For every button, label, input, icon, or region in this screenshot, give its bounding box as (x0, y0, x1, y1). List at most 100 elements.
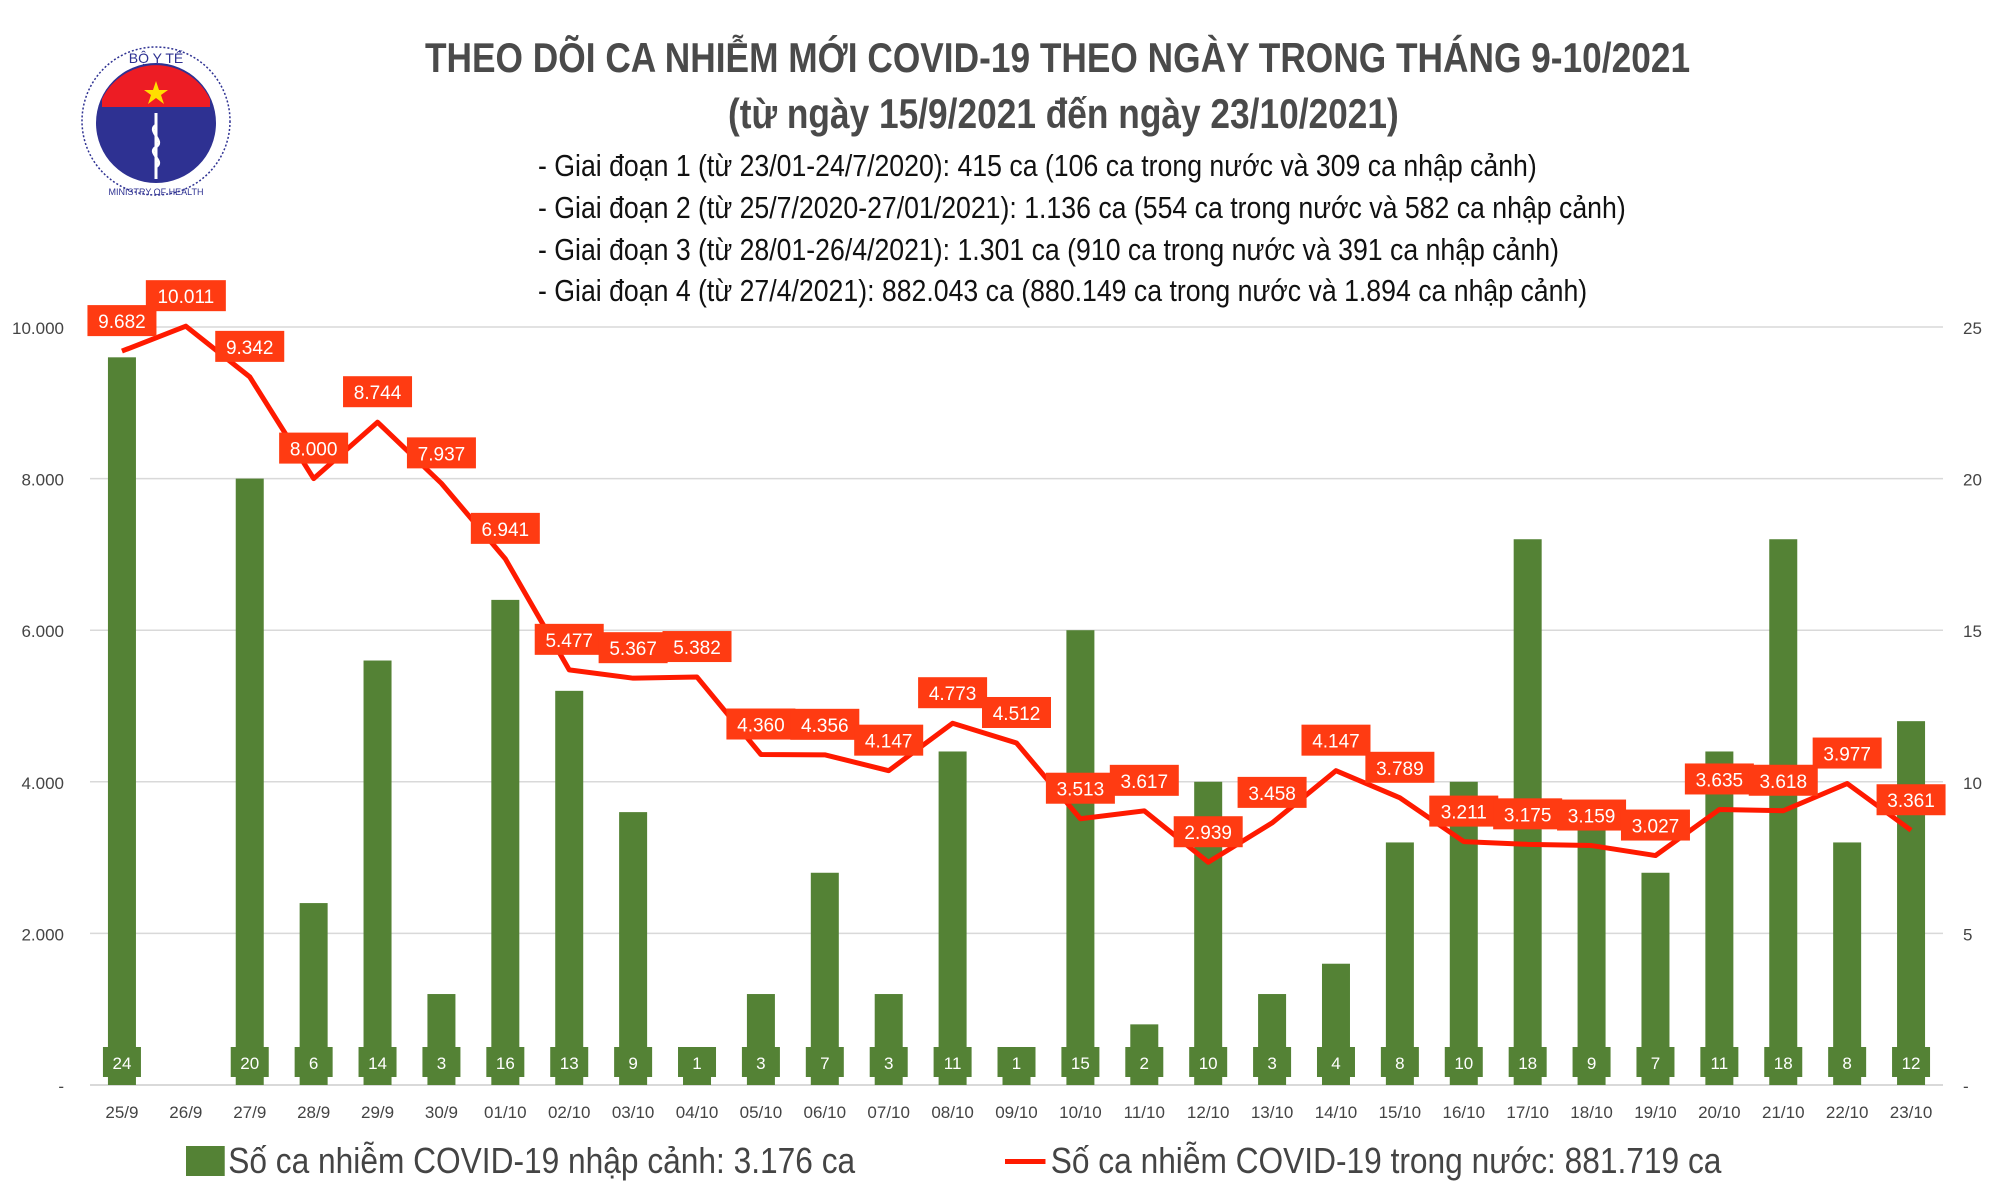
x-tick-label: 08/10 (931, 1103, 974, 1122)
line-data-label: 4.773 (929, 684, 977, 705)
bar-label-box (102, 1047, 141, 1077)
line-data-label: 3.175 (1504, 805, 1552, 826)
bar-label-box (550, 1047, 589, 1077)
phase-3-summary: - Giai đoạn 3 (từ 28/01-26/4/2021): 1.30… (538, 232, 1559, 267)
line-label-box (1812, 737, 1882, 769)
line-label-box (1365, 751, 1435, 783)
x-tick-label: 21/10 (1762, 1103, 1805, 1122)
bar-data-label: 7 (820, 1054, 829, 1073)
bar-data-label: 2 (1140, 1054, 1149, 1073)
bar-imported (1066, 630, 1095, 1085)
bar-label-box (1636, 1047, 1675, 1077)
line-data-label: 3.211 (1441, 803, 1487, 824)
line-label-box (1493, 798, 1563, 830)
x-tick-label: 11/10 (1124, 1103, 1165, 1122)
chart-subtitle: (từ ngày 15/9/2021 đến ngày 23/10/2021) (728, 90, 1399, 137)
x-tick-label: 13/10 (1251, 1103, 1294, 1122)
y-left-tick-label: 4.000 (21, 774, 64, 793)
x-tick-label: 10/10 (1059, 1103, 1102, 1122)
y-right-tick-label: - (1963, 1077, 1969, 1096)
bar-imported (555, 690, 584, 1085)
line-data-label: 3.458 (1248, 784, 1296, 805)
line-label-box (1237, 776, 1307, 808)
bar-label-box (741, 1047, 780, 1077)
y-left-tick-label: 2.000 (21, 925, 64, 944)
phase-4-summary: - Giai đoạn 4 (từ 27/4/2021): 882.043 ca… (538, 273, 1588, 308)
y-left-tick-label: 8.000 (21, 471, 64, 490)
legend-line-swatch (1005, 1158, 1046, 1164)
bar-label-box (294, 1047, 333, 1077)
bar-imported (1705, 751, 1734, 1085)
bar-label-box (614, 1047, 653, 1077)
bar-imported (1833, 842, 1862, 1085)
legend-item-domestic: Số ca nhiễm COVID-19 trong nước: 881.719… (1005, 1140, 1721, 1182)
line-label-box (343, 376, 413, 408)
x-tick-label: 19/10 (1634, 1103, 1677, 1122)
bar-data-label: 1 (1012, 1054, 1021, 1073)
line-data-label: 3.159 (1568, 807, 1616, 828)
bar-label-box (1380, 1047, 1419, 1077)
bar-label-box (1892, 1047, 1931, 1077)
bar-data-label: 24 (112, 1054, 131, 1073)
chart-title: THEO DÕI CA NHIỄM MỚI COVID-19 THEO NGÀY… (425, 34, 1691, 81)
bar-data-label: 13 (560, 1054, 579, 1073)
bar-data-label: 4 (1331, 1054, 1340, 1073)
line-data-label: 3.361 (1887, 791, 1935, 812)
x-tick-label: 15/10 (1379, 1103, 1422, 1122)
line-label-box (790, 708, 860, 740)
line-data-label: 3.027 (1632, 817, 1680, 838)
bar-imported (1449, 781, 1478, 1085)
line-data-label: 3.618 (1759, 772, 1807, 793)
legend-label-domestic: Số ca nhiễm COVID-19 trong nước: 881.719… (1050, 1140, 1722, 1181)
bar-label-box (1764, 1047, 1803, 1077)
bar-label-box (1125, 1047, 1164, 1077)
bar-data-label: 8 (1842, 1054, 1851, 1073)
bar-imported (1577, 812, 1606, 1085)
bar-label-box (869, 1047, 908, 1077)
y-right-tick-label: 25 (1963, 319, 1982, 338)
bar-label-box (486, 1047, 525, 1077)
x-tick-label: 22/10 (1826, 1103, 1869, 1122)
line-data-label: 3.789 (1376, 759, 1424, 780)
bar-imported (1897, 721, 1926, 1085)
line-data-label: 4.360 (737, 716, 785, 737)
legend-item-imported: Số ca nhiễm COVID-19 nhập cảnh: 3.176 ca (186, 1140, 855, 1182)
bar-data-label: 3 (756, 1054, 765, 1073)
line-data-label: 8.000 (290, 440, 338, 461)
y-left-tick-label: 6.000 (21, 622, 64, 641)
legend-bar-swatch (186, 1146, 225, 1176)
line-label-box (145, 280, 226, 312)
line-label-box (1876, 784, 1946, 816)
phase-1-summary: - Giai đoạn 1 (từ 23/01-24/7/2020): 415 … (538, 148, 1537, 183)
line-label-box (215, 330, 285, 362)
x-tick-label: 25/9 (105, 1103, 138, 1122)
bar-data-label: 16 (496, 1054, 515, 1073)
x-tick-label: 28/9 (297, 1103, 330, 1122)
ministry-of-health-logo: BỘ Y TẾ MINISTRY OF HEALTH (81, 46, 231, 197)
line-data-label: 4.147 (865, 732, 913, 753)
x-tick-label: 04/10 (676, 1103, 719, 1122)
bar-imported (363, 660, 392, 1085)
y-right-tick-label: 15 (1963, 622, 1982, 641)
bar-label-box (230, 1047, 269, 1077)
line-label-box (854, 724, 924, 756)
line-data-label: 7.937 (418, 444, 466, 465)
bar-label-box (1700, 1047, 1739, 1077)
line-label-box (1109, 764, 1179, 796)
y-left-tick-label: - (58, 1077, 64, 1096)
x-tick-label: 23/10 (1890, 1103, 1933, 1122)
bar-data-label: 12 (1902, 1054, 1921, 1073)
logo-top-text: BỘ Y TẾ (129, 50, 183, 66)
bar-imported (938, 751, 967, 1085)
x-tick-label: 12/10 (1187, 1103, 1230, 1122)
line-label-box (1620, 809, 1690, 841)
line-data-label: 3.635 (1696, 770, 1744, 791)
bar-imported (1385, 842, 1414, 1085)
phase-2-summary: - Giai đoạn 2 (từ 25/7/2020-27/01/2021):… (538, 190, 1626, 225)
bar-label-box (358, 1047, 397, 1077)
bar-label-box (933, 1047, 972, 1077)
line-label-box (87, 305, 157, 337)
bar-imported (619, 812, 648, 1085)
x-tick-label: 20/10 (1698, 1103, 1741, 1122)
bar-data-label: 9 (628, 1054, 637, 1073)
